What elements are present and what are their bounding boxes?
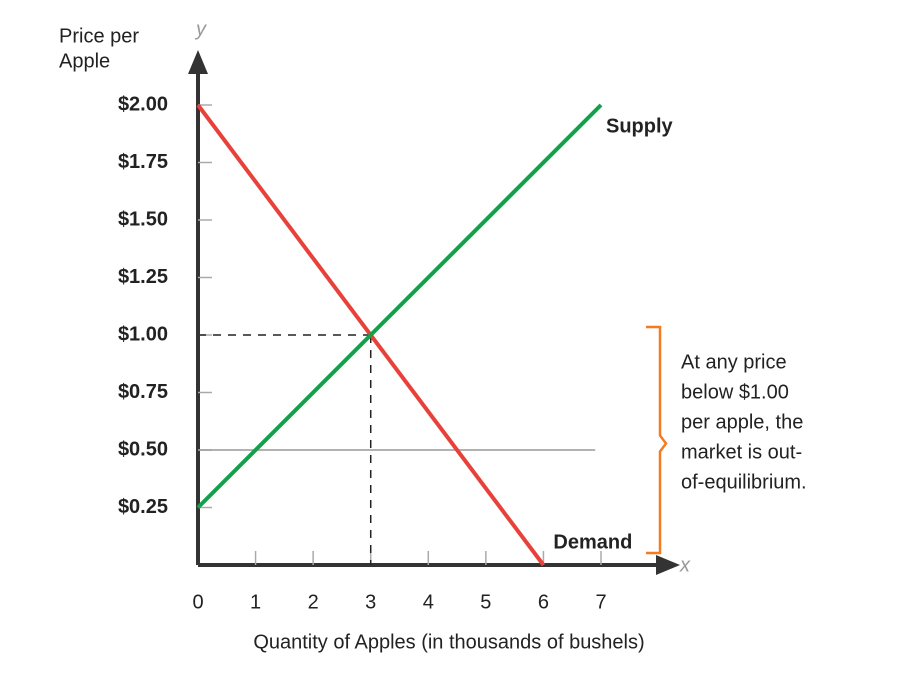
- x-axis-letter: x: [679, 554, 691, 576]
- y-tick-label: $1.25: [118, 266, 168, 288]
- annotation: per apple, the: [681, 411, 803, 433]
- annotation: below $1.00: [681, 381, 789, 403]
- y-axis-letter: y: [194, 18, 207, 40]
- x-tick-label: 0: [192, 591, 203, 613]
- y-tick-label: $0.50: [118, 438, 168, 460]
- y-tick-label: $0.25: [118, 496, 168, 518]
- x-tick-label: 2: [308, 591, 319, 613]
- series-label: Supply: [606, 115, 674, 137]
- x-tick-label: 7: [595, 591, 606, 613]
- y-axis-label: Price per: [59, 25, 139, 47]
- x-tick-label: 4: [423, 591, 434, 613]
- annotation: of-equilibrium.: [681, 471, 807, 493]
- x-tick-label: 3: [365, 591, 376, 613]
- x-tick-label: 1: [250, 591, 261, 613]
- x-axis-label: Quantity of Apples (in thousands of bush…: [253, 631, 644, 653]
- y-axis-label: Apple: [59, 50, 110, 72]
- y-tick-label: $1.75: [118, 151, 168, 173]
- x-tick-label: 5: [480, 591, 491, 613]
- series-label: Demand: [553, 531, 632, 553]
- annotation: At any price: [681, 351, 787, 373]
- y-tick-label: $2.00: [118, 93, 168, 115]
- series-line: [196, 103, 603, 509]
- x-tick-label: 6: [538, 591, 549, 613]
- y-tick-label: $1.50: [118, 208, 168, 230]
- y-tick-label: $1.00: [118, 323, 168, 345]
- y-arrow: [188, 50, 208, 74]
- bracket: [646, 325, 668, 555]
- y-tick-label: $0.75: [118, 381, 168, 403]
- annotation: market is out-: [681, 441, 802, 463]
- x-arrow: [656, 555, 680, 575]
